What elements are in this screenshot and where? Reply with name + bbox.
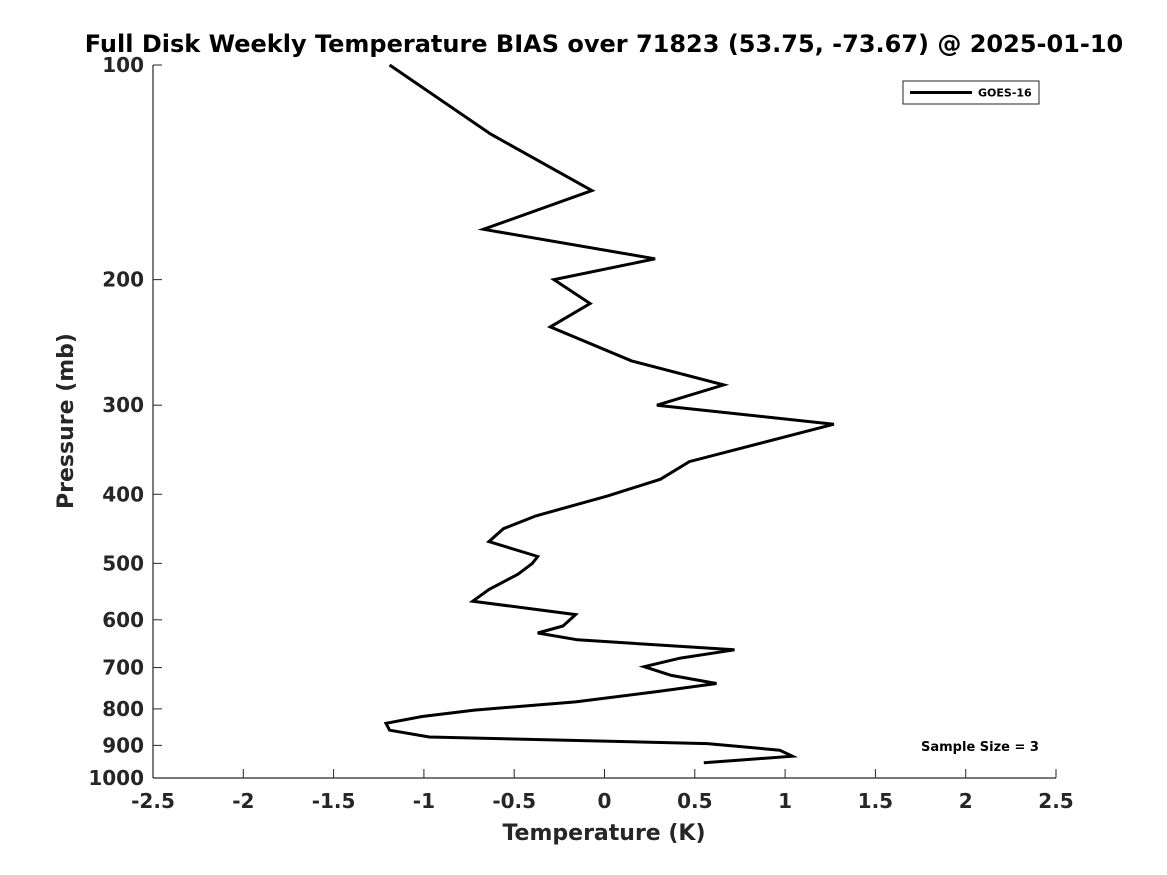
- y-tick-label: 500: [102, 551, 144, 575]
- x-tick-label: 2: [959, 789, 973, 813]
- x-tick-label: -1: [413, 789, 435, 813]
- y-axis-ticks: 100 200 300 400 500 600 700 800 900 1000: [88, 53, 162, 790]
- x-tick-label: -1.5: [312, 789, 356, 813]
- chart-title: Full Disk Weekly Temperature BIAS over 7…: [85, 30, 1124, 58]
- sample-size-annotation: Sample Size = 3: [921, 740, 1039, 755]
- y-tick-label: 400: [102, 482, 144, 506]
- y-tick-label: 100: [102, 53, 144, 77]
- x-tick-label: 1.5: [858, 789, 893, 813]
- y-tick-label: 300: [102, 393, 144, 417]
- series-line-goes-16: [383, 63, 835, 765]
- x-axis-label: Temperature (K): [502, 821, 705, 846]
- x-tick-label: -0.5: [492, 789, 536, 813]
- legend-label-goes-16: GOES-16: [978, 87, 1032, 100]
- y-tick-label: 800: [102, 697, 144, 721]
- x-tick-label: 0.5: [677, 789, 712, 813]
- x-tick-label: 2.5: [1038, 789, 1073, 813]
- x-axis-ticks: -2.5 -2 -1.5 -1 -0.5 0 0.5 1 1.5 2 2.5: [131, 769, 1074, 813]
- x-tick-label: -2: [232, 789, 254, 813]
- y-tick-label: 1000: [88, 766, 144, 790]
- y-tick-label: 600: [102, 608, 144, 632]
- y-axis-label: Pressure (mb): [54, 333, 79, 509]
- y-tick-label: 700: [102, 656, 144, 680]
- x-tick-label: 0: [598, 789, 612, 813]
- y-tick-label: 200: [102, 268, 144, 292]
- series-layer: [383, 63, 835, 765]
- x-tick-label: -2.5: [131, 789, 175, 813]
- x-tick-label: 1: [778, 789, 792, 813]
- legend: GOES-16: [902, 80, 1040, 105]
- y-tick-label: 900: [102, 733, 144, 757]
